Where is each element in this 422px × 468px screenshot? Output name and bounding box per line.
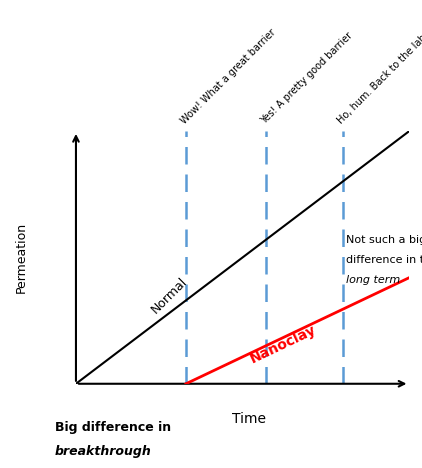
Text: Ho, hum. Back to the lab: Ho, hum. Back to the lab — [335, 33, 422, 126]
Text: Time: Time — [233, 412, 266, 426]
Text: Big difference in: Big difference in — [55, 421, 171, 434]
Text: Nanoclay: Nanoclay — [247, 323, 318, 366]
Text: Not such a big: Not such a big — [346, 235, 422, 245]
Text: Normal: Normal — [149, 275, 190, 316]
Text: Wow! What a great barrier: Wow! What a great barrier — [179, 27, 278, 126]
Text: long term: long term — [346, 275, 400, 285]
Text: Yes! A pretty good barrier: Yes! A pretty good barrier — [259, 30, 354, 126]
Text: difference in the: difference in the — [346, 255, 422, 265]
Text: breakthrough: breakthrough — [55, 445, 151, 458]
Text: Permeation: Permeation — [15, 222, 27, 293]
